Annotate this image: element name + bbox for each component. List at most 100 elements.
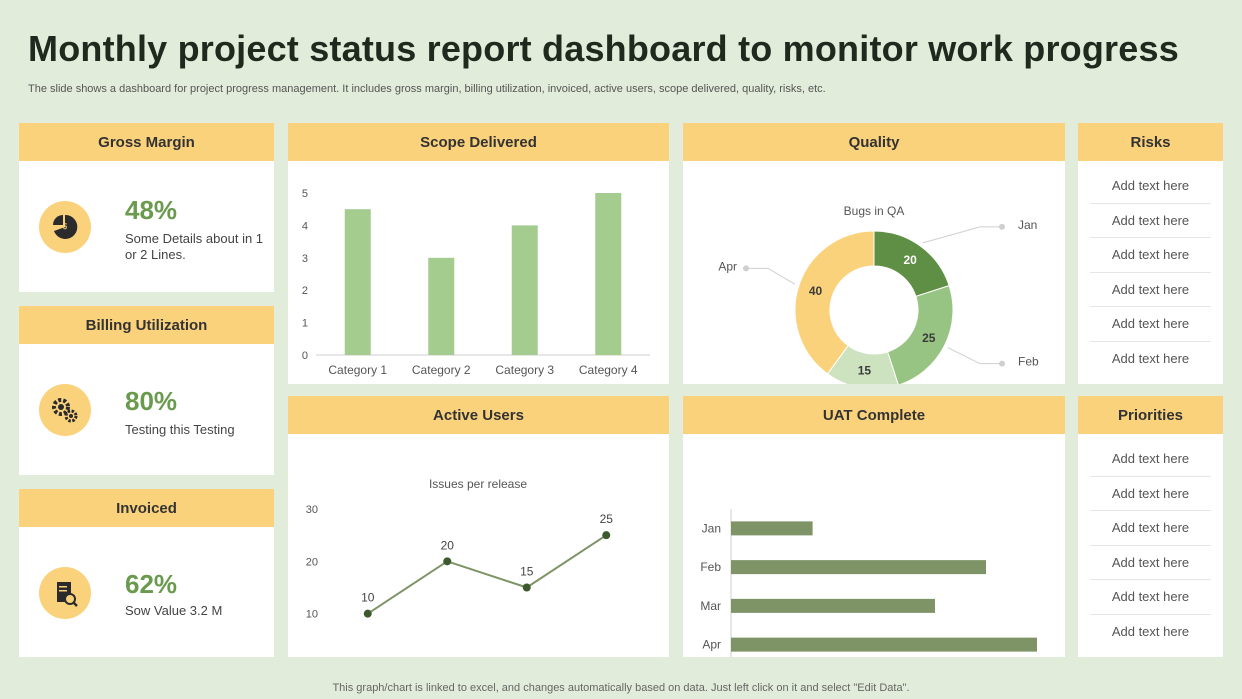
- kpi-value: 80%: [125, 386, 178, 416]
- scope-delivered-panel: Scope Delivered 0 1 2 3 4 5 Category 1 Category…: [288, 123, 669, 384]
- leader-dot: [743, 265, 749, 272]
- list-item: Add text here: [1090, 546, 1211, 580]
- data-label: 15: [858, 364, 872, 378]
- y-tick-label: Feb: [700, 560, 721, 574]
- panel-title: Scope Delivered: [288, 123, 669, 161]
- list-item: Add text here: [1090, 442, 1211, 477]
- gears-icon: [39, 384, 91, 436]
- chart-title: Issues per release: [429, 477, 527, 491]
- data-label: 10: [361, 591, 375, 605]
- data-point: [602, 531, 611, 540]
- uat-complete-panel: UAT Complete 0102030JanFebMarApr: [683, 396, 1065, 685]
- y-tick-label: 30: [306, 504, 318, 516]
- active-users-line-chart: Issues per release010203010Jan20Feb15Mar…: [306, 477, 646, 687]
- list-item: Add text here: [1090, 307, 1211, 342]
- panel-title: Priorities: [1078, 396, 1223, 434]
- list-item: Add text here: [1090, 238, 1211, 273]
- x-tick-label: Category 3: [495, 363, 554, 377]
- y-tick-label: 0: [302, 350, 308, 362]
- y-tick-label: 1: [302, 318, 308, 330]
- panel-title: Risks: [1078, 123, 1223, 161]
- panel-title: Quality: [683, 123, 1065, 161]
- kpi-description: Some Details about in 1 or 2 Lines.: [125, 231, 264, 262]
- quality-panel: Quality Bugs in QA20Jan25Feb15Mar40Apr: [683, 123, 1065, 413]
- page-title: Monthly project status report dashboard …: [28, 28, 1179, 69]
- risks-list: Add text here Add text here Add text here A…: [1078, 161, 1223, 376]
- leader-line: [746, 267, 796, 285]
- y-tick-label: Apr: [702, 638, 721, 652]
- list-item: Add text here: [1090, 511, 1211, 546]
- x-tick-label: Category 2: [412, 363, 471, 377]
- leader-line: [947, 347, 1002, 365]
- list-item: Add text here: [1090, 204, 1211, 238]
- kpi-card-gross-margin: Gross Margin $ 48% Some Details about in…: [19, 123, 274, 292]
- donut-slice: [886, 284, 954, 386]
- list-item: Add text here: [1090, 580, 1211, 615]
- invoice-document-icon: [39, 567, 91, 619]
- bar: [731, 521, 813, 536]
- panel-title: Active Users: [288, 396, 669, 434]
- footer-note: This graph/chart is linked to excel, and…: [332, 682, 910, 694]
- y-tick-label: 3: [302, 253, 308, 265]
- page-subtitle: The slide shows a dashboard for project …: [28, 83, 826, 95]
- data-point: [443, 557, 452, 566]
- kpi-card-billing-utilization: Billing Utilization 80% Testing this Tes…: [19, 306, 274, 475]
- y-tick-label: 4: [302, 220, 308, 232]
- y-tick-label: 5: [302, 188, 308, 200]
- data-point: [363, 609, 372, 618]
- bar: [731, 637, 1037, 652]
- data-label: 20: [903, 253, 917, 267]
- kpi-value: 62%: [125, 569, 178, 599]
- bar: [428, 257, 455, 355]
- priorities-panel: Priorities Add text here Add text here Add…: [1078, 396, 1223, 657]
- scope-delivered-chart: 0 1 2 3 4 5 Category 1 Category 2 Category 3 Cate…: [302, 188, 650, 377]
- list-item: Add text here: [1090, 273, 1211, 307]
- donut-slice: [794, 230, 875, 375]
- y-tick-label: Mar: [700, 599, 721, 613]
- risks-panel: Risks Add text here Add text here Add text…: [1078, 123, 1223, 384]
- category-label: Apr: [718, 259, 737, 273]
- kpi-value: 48%: [125, 195, 178, 225]
- y-tick-label: 2: [302, 285, 308, 297]
- active-users-panel: Active Users Issues per release010203010…: [288, 396, 669, 687]
- leader-line: [922, 226, 1002, 244]
- data-label: 40: [809, 284, 823, 298]
- kpi-description: Sow Value 3.2 M: [125, 603, 223, 618]
- priorities-list: Add text here Add text here Add text here A…: [1078, 434, 1223, 649]
- y-tick-label: 10: [306, 609, 318, 621]
- bar: [731, 598, 935, 613]
- data-label: 25: [600, 512, 614, 526]
- series-line: [367, 534, 607, 615]
- list-item: Add text here: [1090, 169, 1211, 204]
- kpi-description: Testing this Testing: [125, 422, 235, 437]
- quality-donut-chart: Bugs in QA20Jan25Feb15Mar40Apr: [716, 204, 1039, 413]
- data-label: 20: [441, 538, 455, 552]
- bar: [344, 209, 371, 355]
- x-tick-label: Category 1: [328, 363, 387, 377]
- kpi-title: Gross Margin: [19, 123, 274, 161]
- list-item: Add text here: [1111, 351, 1190, 367]
- data-label: 25: [922, 331, 936, 345]
- category-label: Jan: [1018, 218, 1037, 232]
- category-label: Feb: [1018, 355, 1039, 369]
- kpi-title: Billing Utilization: [19, 306, 274, 344]
- x-tick-label: Category 4: [579, 363, 638, 377]
- list-item: Add text here: [1111, 624, 1190, 640]
- uat-complete-bar-chart: 0102030JanFebMarApr: [700, 509, 1043, 685]
- bar: [731, 560, 986, 575]
- bar: [511, 225, 538, 355]
- panel-title: UAT Complete: [683, 396, 1065, 434]
- leader-dot: [999, 223, 1005, 230]
- y-tick-label: 20: [306, 556, 318, 568]
- svg-text:$: $: [63, 222, 68, 231]
- chart-title: Bugs in QA: [844, 204, 905, 218]
- kpi-title: Invoiced: [19, 489, 274, 527]
- data-point: [522, 583, 531, 592]
- leader-dot: [999, 360, 1005, 367]
- bar: [595, 193, 622, 355]
- kpi-card-invoiced: Invoiced 62% Sow Value 3.2 M: [19, 489, 274, 657]
- list-item: Add text here: [1090, 477, 1211, 511]
- y-tick-label: Jan: [702, 521, 721, 535]
- data-label: 15: [520, 565, 534, 579]
- pie-chart-dollar-icon: $: [39, 201, 91, 253]
